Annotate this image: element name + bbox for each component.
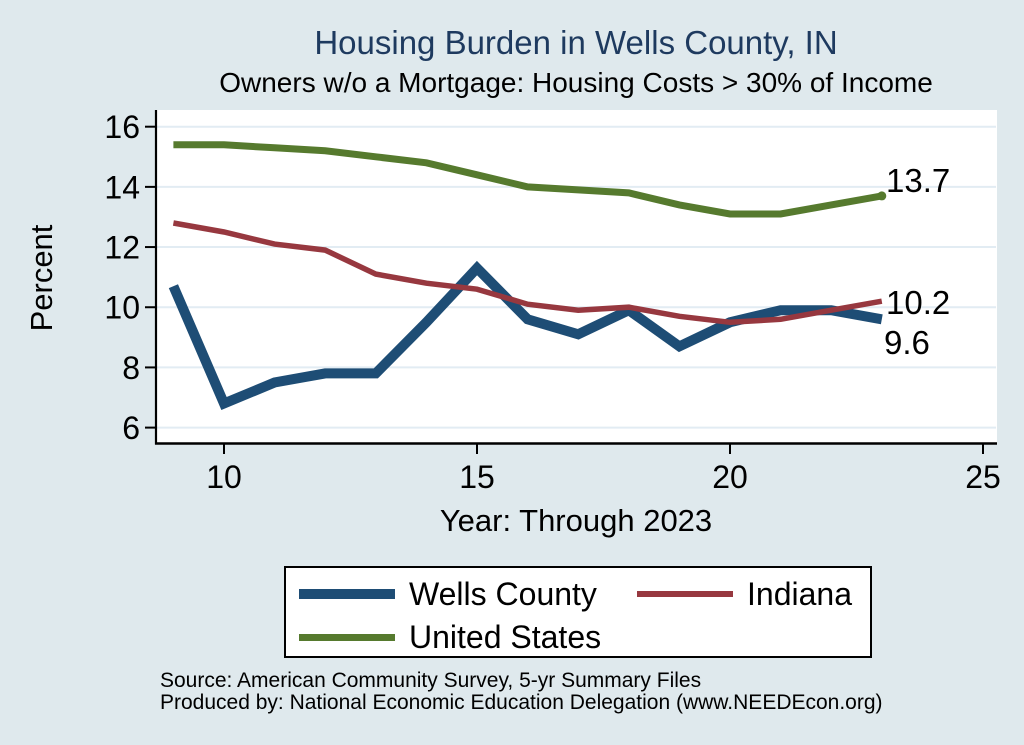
y-tick-label-10: 10	[104, 290, 140, 326]
x-tick-label-20: 20	[712, 459, 748, 495]
end-label-indiana: 10.2	[886, 284, 951, 321]
x-axis-title: Year: Through 2023	[439, 503, 713, 538]
x-tick-label-10: 10	[206, 459, 242, 495]
legend: Wells County Indiana United States	[284, 566, 872, 658]
plot-background	[155, 110, 997, 443]
legend-label-wells-county: Wells County	[409, 575, 597, 612]
legend-label-united-states: United States	[409, 618, 602, 655]
y-tick-label-6: 6	[122, 410, 140, 446]
y-tick-label-12: 12	[104, 230, 140, 266]
series-line-indiana	[172, 220, 883, 326]
x-tick-label-15: 15	[459, 459, 495, 495]
legend-swatch-united-states	[299, 633, 395, 641]
series-line-united-states	[173, 141, 883, 218]
legend-item-indiana: Indiana	[637, 576, 852, 612]
end-label-wells-county: 9.6	[884, 324, 930, 361]
page-title: Housing Burden in Wells County, IN	[314, 24, 838, 61]
page-subtitle: Owners w/o a Mortgage: Housing Costs > 3…	[219, 67, 933, 98]
legend-item-united-states: United States	[299, 619, 601, 655]
legend-label-indiana: Indiana	[747, 575, 852, 612]
produced-by-note: Produced by: National Economic Education…	[160, 691, 883, 714]
y-axis-title: Percent	[24, 224, 59, 332]
x-tick-label-25: 25	[965, 459, 1001, 495]
legend-item-wells-county: Wells County	[299, 576, 597, 612]
series-line-wells-county	[168, 260, 883, 411]
y-tick-label-14: 14	[104, 169, 140, 205]
series-end-marker-united-states	[877, 191, 887, 201]
legend-swatch-wells-county	[299, 589, 395, 599]
legend-swatch-indiana	[637, 591, 733, 597]
end-label-united-states: 13.7	[886, 162, 951, 199]
y-tick-label-8: 8	[122, 350, 140, 386]
y-tick-label-16: 16	[104, 109, 140, 145]
source-note: Source: American Community Survey, 5-yr …	[160, 669, 702, 692]
